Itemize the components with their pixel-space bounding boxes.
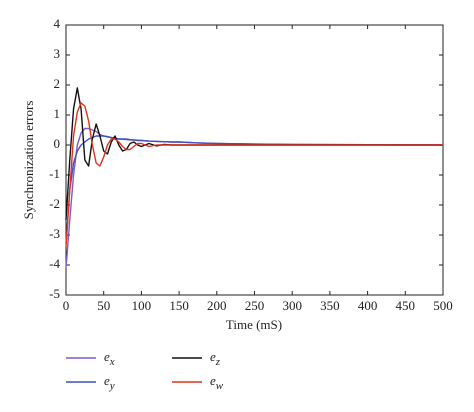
x-tick-label: 200 [207,298,227,313]
y-tick-label: 0 [54,136,61,151]
x-tick-label: 250 [245,298,265,313]
y-tick-label: 3 [54,46,61,61]
x-tick-label: 500 [433,298,453,313]
series-line [65,127,444,269]
legend-label: ex [104,349,115,368]
y-tick-label: 1 [54,106,61,121]
x-tick-label: 400 [358,298,378,313]
y-tick-label: 2 [54,76,61,91]
x-tick-label: 450 [396,298,416,313]
series-line [65,135,444,245]
x-tick-label: 350 [320,298,340,313]
x-axis-label: Time (mS) [226,317,282,332]
series-line [65,102,443,248]
legend-label: ez [210,349,221,368]
y-tick-label: -1 [49,166,60,181]
x-tick-label: 50 [97,298,110,313]
plot-frame [65,24,444,296]
y-tick-label: -4 [49,256,60,271]
x-tick-label: 100 [132,298,152,313]
x-tick-label: 300 [282,298,302,313]
legend-label: ey [104,373,115,392]
x-tick-label: 150 [169,298,189,313]
y-tick-label: -3 [49,226,60,241]
y-tick-label: -5 [49,286,60,301]
y-tick-label: -2 [49,196,60,211]
x-tick-label: 0 [63,298,70,313]
y-tick-label: 4 [54,16,61,31]
y-axis-label: Synchronization errors [21,101,36,220]
series-line [65,87,443,221]
legend-label: ew [210,373,224,392]
